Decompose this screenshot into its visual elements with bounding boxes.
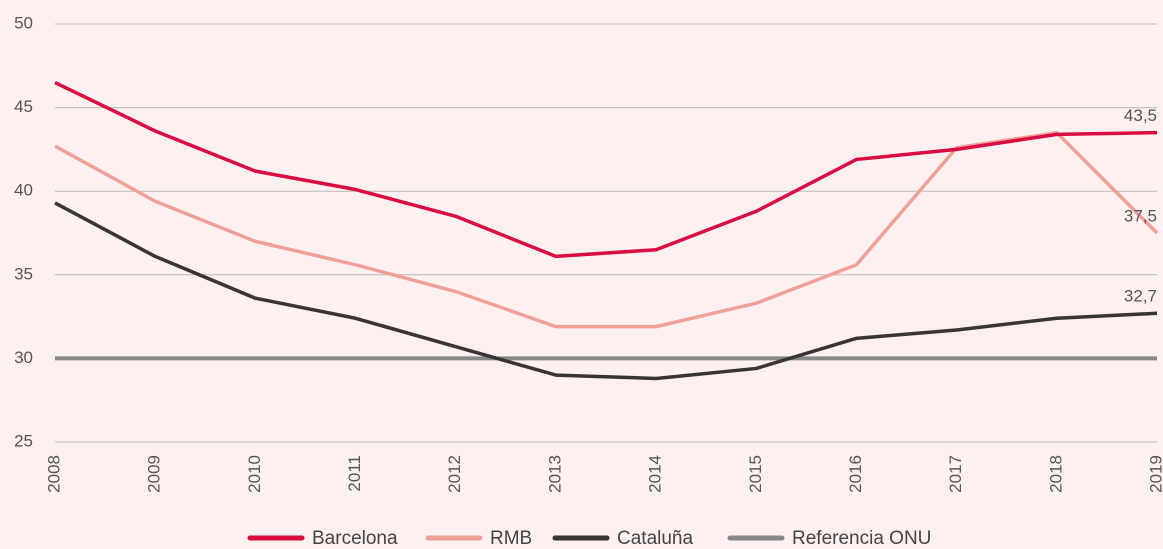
x-tick-label: 2009 [145, 455, 164, 493]
y-tick-label: 35 [14, 264, 33, 283]
y-tick-label: 45 [14, 97, 33, 116]
value-label: 37,5 [1124, 206, 1157, 225]
x-tick-label: 2010 [245, 455, 264, 493]
series-line [54, 80, 1158, 259]
series-line [54, 201, 1158, 381]
x-tick-label: 2011 [345, 455, 364, 492]
legend-label: RMB [490, 528, 532, 549]
x-tick-label: 2015 [746, 455, 765, 493]
x-tick-label: 2014 [646, 455, 665, 493]
x-tick-label: 2018 [1046, 455, 1065, 493]
series-line [54, 130, 1159, 329]
y-tick-label: 40 [14, 181, 33, 200]
x-tick-label: 2016 [846, 455, 865, 493]
y-tick-label: 30 [14, 348, 33, 367]
y-tick-label: 50 [14, 13, 33, 32]
value-label: 43,5 [1124, 106, 1157, 125]
legend-label: Barcelona [312, 528, 398, 549]
value-label: 32,7 [1124, 287, 1157, 306]
x-tick-label: 2019 [1146, 455, 1163, 493]
x-tick-label: 2012 [445, 455, 464, 493]
y-tick-label: 25 [14, 431, 33, 450]
x-tick-label: 2008 [44, 455, 63, 493]
legend-label: Referencia ONU [792, 528, 931, 549]
x-tick-label: 2017 [946, 455, 965, 493]
legend-label: Cataluña [617, 528, 693, 549]
x-tick-label: 2013 [545, 455, 564, 493]
